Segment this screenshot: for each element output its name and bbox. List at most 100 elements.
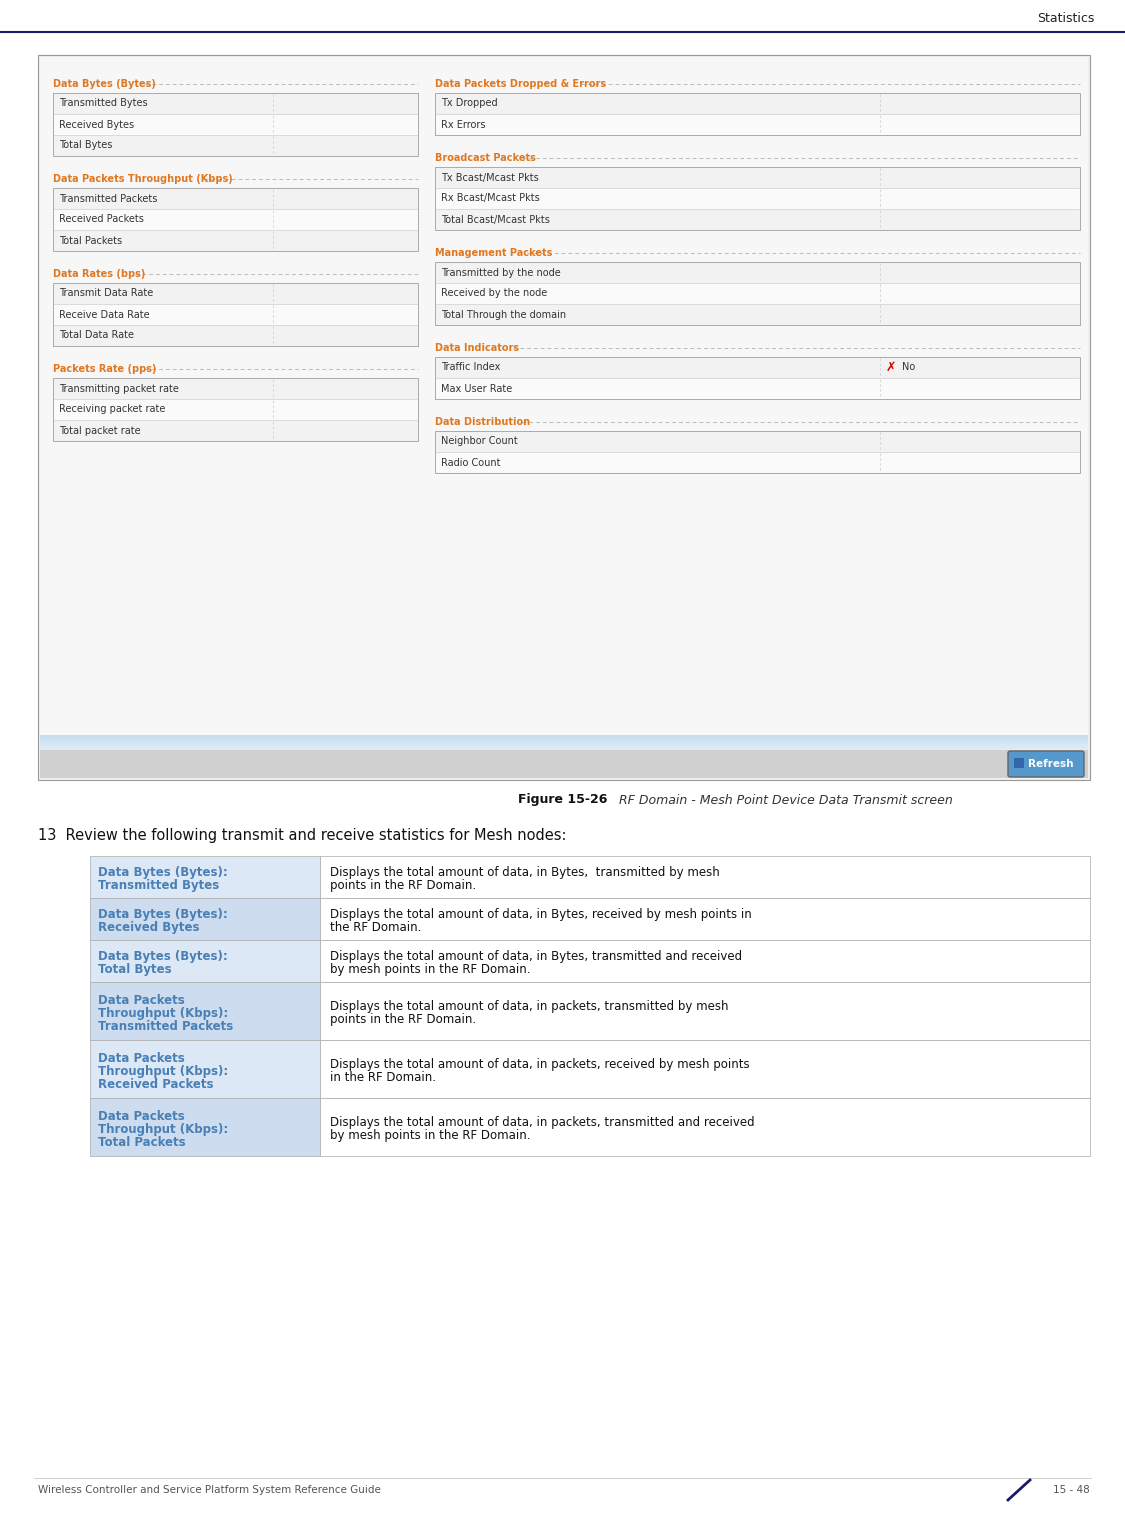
Text: Data Rates (bps): Data Rates (bps) [53,269,145,279]
Bar [54,325,417,346]
Bar [435,93,1080,135]
Text: Displays the total amount of data, in Bytes, received by mesh points in: Displays the total amount of data, in By… [330,908,752,921]
Text: Statistics: Statistics [1037,12,1095,24]
Text: No: No [902,363,916,372]
Text: Data Packets Throughput (Kbps): Data Packets Throughput (Kbps) [53,175,233,184]
Text: Transmitted Packets: Transmitted Packets [58,193,158,203]
Bar [54,135,417,155]
Bar [435,263,1080,282]
Text: Receiving packet rate: Receiving packet rate [58,404,165,414]
Text: Receive Data Rate: Receive Data Rate [58,310,150,319]
Bar [319,856,1090,899]
Text: Total Bcast/Mcast Pkts: Total Bcast/Mcast Pkts [441,214,550,225]
Bar [53,282,418,346]
Text: by mesh points in the RF Domain.: by mesh points in the RF Domain. [330,962,531,976]
Bar [435,358,1080,378]
Bar [435,167,1080,188]
Bar [38,55,1090,780]
Bar [435,431,1080,474]
Text: Displays the total amount of data, in packets, transmitted and received: Displays the total amount of data, in pa… [330,1116,755,1129]
Text: Transmitting packet rate: Transmitting packet rate [58,384,179,393]
Bar [53,378,418,442]
Text: Displays the total amount of data, in packets, received by mesh points: Displays the total amount of data, in pa… [330,1058,749,1072]
Bar [435,357,1080,399]
Bar [90,1098,319,1157]
Text: Packets Rate (pps): Packets Rate (pps) [53,364,156,373]
Text: by mesh points in the RF Domain.: by mesh points in the RF Domain. [330,1129,531,1142]
Bar [54,114,417,135]
Bar [54,378,417,399]
Text: Data Bytes (Bytes):: Data Bytes (Bytes): [98,908,227,921]
Bar [54,399,417,419]
Bar [54,188,417,208]
Text: Figure 15-26: Figure 15-26 [519,794,608,806]
Text: Data Packets: Data Packets [98,1052,184,1064]
Bar [435,167,1080,231]
Text: Data Distribution: Data Distribution [435,417,530,427]
Bar [319,899,1090,940]
Bar [435,188,1080,208]
Bar [90,899,319,940]
Bar [319,982,1090,1040]
Text: Tx Bcast/Mcast Pkts: Tx Bcast/Mcast Pkts [441,173,539,182]
Text: Received Packets: Received Packets [98,1078,214,1090]
Bar [54,284,417,304]
Bar [1014,757,1024,768]
Text: Max User Rate: Max User Rate [441,384,512,393]
Text: Total Bytes: Total Bytes [58,141,112,150]
Text: Broadcast Packets: Broadcast Packets [435,153,536,162]
Text: the RF Domain.: the RF Domain. [330,921,422,934]
Text: Transmitted Bytes: Transmitted Bytes [58,99,147,108]
Bar [90,940,319,982]
FancyBboxPatch shape [1008,751,1084,777]
Bar [435,94,1080,114]
Text: Data Bytes (Bytes):: Data Bytes (Bytes): [98,950,227,962]
Text: Transmitted Packets: Transmitted Packets [98,1020,233,1032]
Text: RF Domain - Mesh Point Device Data Transmit screen: RF Domain - Mesh Point Device Data Trans… [611,794,953,806]
Bar [435,305,1080,325]
Bar [90,856,319,899]
Text: Displays the total amount of data, in Bytes, transmitted and received: Displays the total amount of data, in By… [330,950,742,962]
Bar [435,263,1080,325]
Text: Total Packets: Total Packets [98,1135,186,1149]
Text: Data Packets: Data Packets [98,1110,184,1122]
Bar [40,58,1088,735]
Text: Rx Errors: Rx Errors [441,120,486,129]
Text: Throughput (Kbps):: Throughput (Kbps): [98,1122,228,1135]
Text: 15 - 48: 15 - 48 [1053,1485,1090,1495]
Text: Management Packets: Management Packets [435,247,552,258]
Text: Neighbor Count: Neighbor Count [441,437,518,446]
Text: Data Bytes (Bytes): Data Bytes (Bytes) [53,79,156,90]
Text: Transmitted by the node: Transmitted by the node [441,267,560,278]
Bar [435,431,1080,451]
Text: in the RF Domain.: in the RF Domain. [330,1072,436,1084]
Bar [319,1040,1090,1098]
Text: Data Packets Dropped & Errors: Data Packets Dropped & Errors [435,79,606,90]
Text: Total Data Rate: Total Data Rate [58,331,134,340]
Text: Data Bytes (Bytes):: Data Bytes (Bytes): [98,865,227,879]
Text: Received Packets: Received Packets [58,214,144,225]
Text: Received Bytes: Received Bytes [58,120,134,129]
Bar [53,93,418,156]
Text: Rx Bcast/Mcast Pkts: Rx Bcast/Mcast Pkts [441,193,540,203]
Text: Data Packets: Data Packets [98,993,184,1006]
Text: Throughput (Kbps):: Throughput (Kbps): [98,1064,228,1078]
Bar [90,1040,319,1098]
Text: Tx Dropped: Tx Dropped [441,99,497,108]
Bar [40,750,1088,779]
Bar [319,940,1090,982]
Text: points in the RF Domain.: points in the RF Domain. [330,879,476,893]
Text: Throughput (Kbps):: Throughput (Kbps): [98,1006,228,1020]
Bar [319,1098,1090,1157]
Text: points in the RF Domain.: points in the RF Domain. [330,1013,476,1026]
Bar [435,452,1080,472]
Bar [435,378,1080,399]
Bar [435,284,1080,304]
Text: Wireless Controller and Service Platform System Reference Guide: Wireless Controller and Service Platform… [38,1485,381,1495]
Text: ✗: ✗ [886,361,897,373]
Bar [54,94,417,114]
Bar [54,231,417,250]
Text: Refresh: Refresh [1028,759,1073,770]
Bar [54,420,417,440]
Text: Transmit Data Rate: Transmit Data Rate [58,288,153,299]
